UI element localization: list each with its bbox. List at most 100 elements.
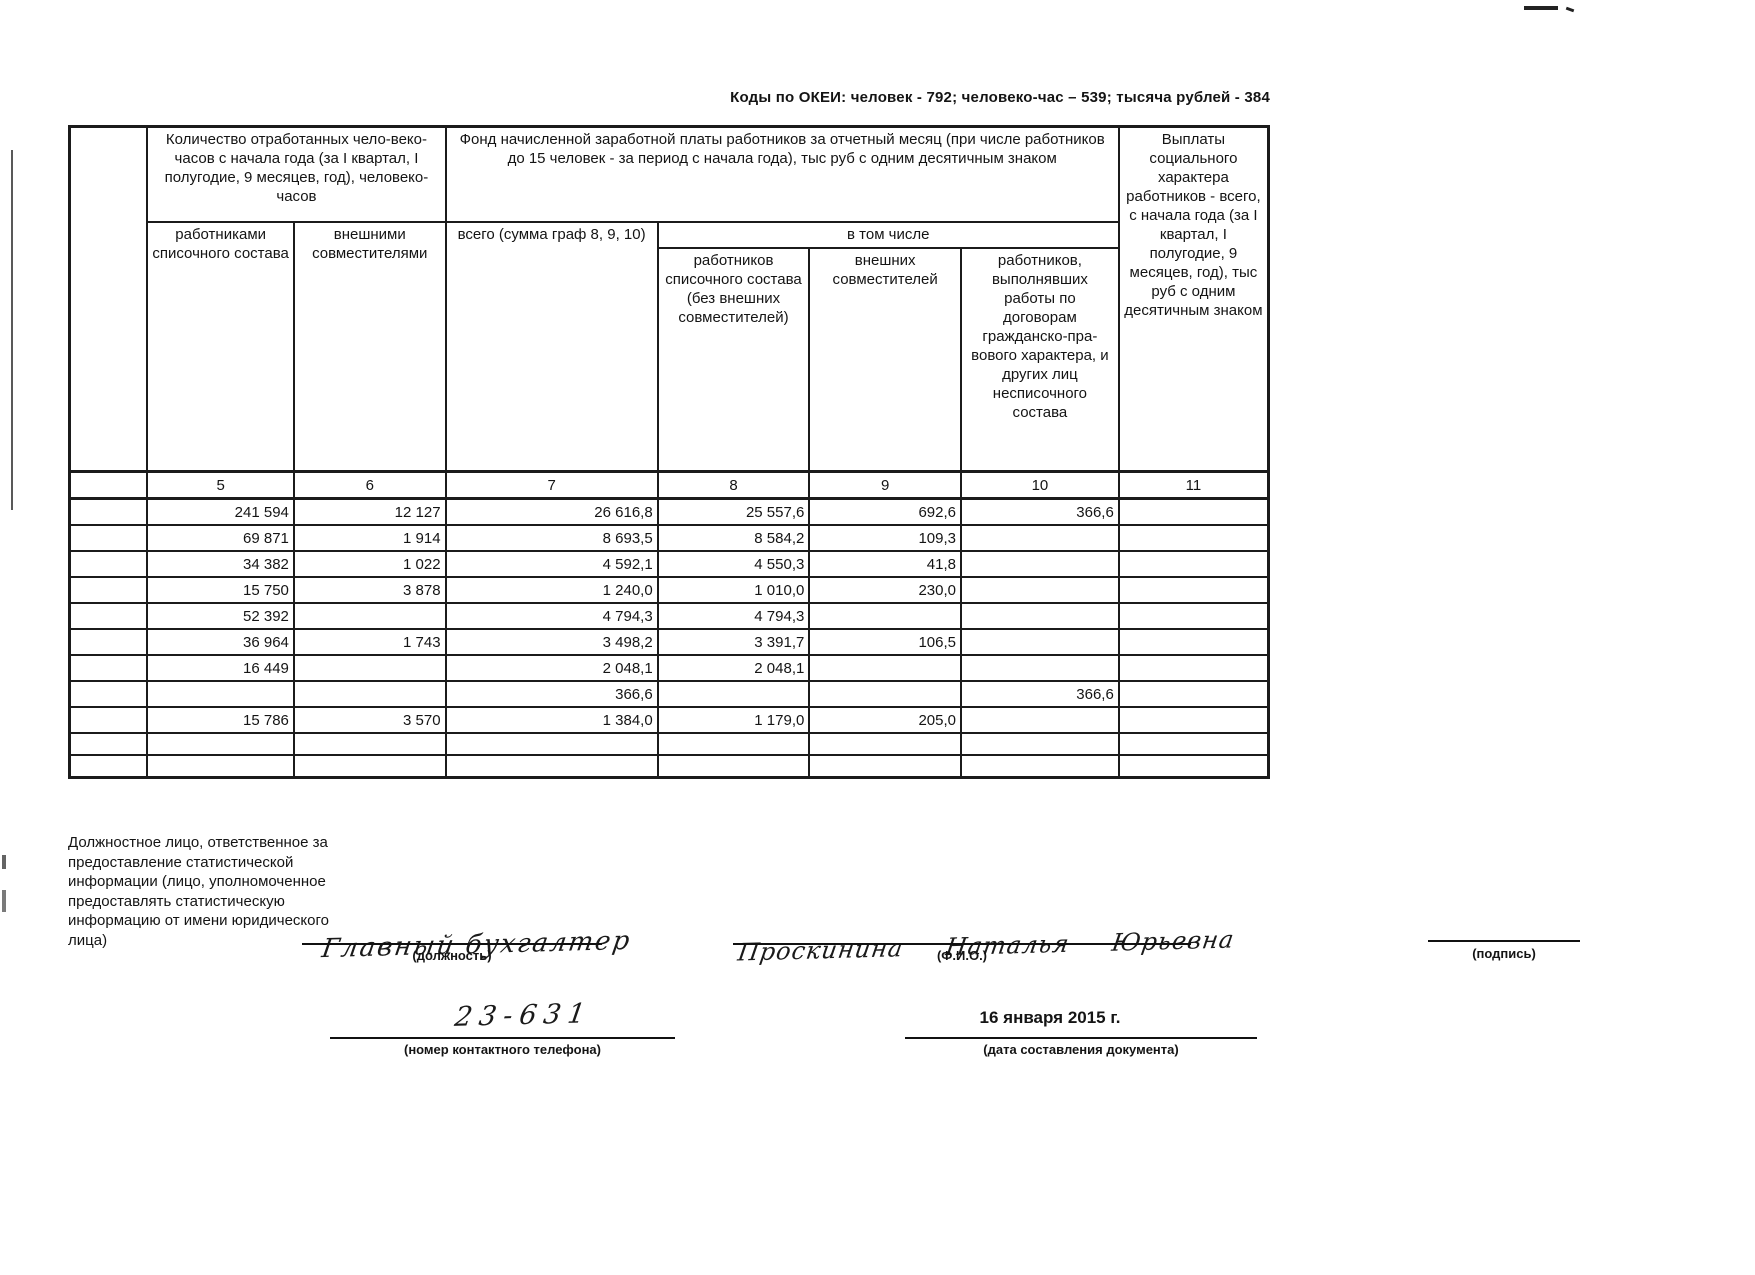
table-cell: 69 871 (146, 524, 295, 552)
table-cell (959, 550, 1120, 578)
header-row-1: Количество отработанных чело-веко-часов … (68, 125, 1270, 473)
table-cell (68, 602, 149, 630)
scan-artifact (2, 855, 6, 869)
fund-list-staff-header: работников списочного состава (без внешн… (656, 247, 811, 473)
table-cell (444, 754, 659, 779)
column-number-cell: 11 (1117, 470, 1270, 500)
fullname-signature-line[interactable] (733, 943, 1191, 945)
document-date-value: 16 января 2015 г. (979, 1008, 1121, 1027)
table-cell (808, 732, 962, 756)
table-cell (1117, 706, 1270, 734)
table-cell: 1 914 (292, 524, 447, 552)
wage-fund-header: Фонд начисленной заработной платы работн… (444, 125, 1120, 223)
table-row (68, 732, 1270, 756)
table-cell (959, 576, 1120, 604)
table-cell (68, 654, 149, 682)
table-cell: 1 179,0 (656, 706, 811, 734)
table-row: 16 449 2 048,1 2 048,1 (68, 654, 1270, 682)
table-cell (68, 680, 149, 708)
table-cell: 1 384,0 (444, 706, 659, 734)
table-cell (68, 706, 149, 734)
table-cell (1117, 497, 1270, 526)
table-row: 366,6 366,6 (68, 680, 1270, 708)
table-cell (444, 732, 659, 756)
table-cell (656, 732, 811, 756)
table-cell: 3 570 (292, 706, 447, 734)
table-row: 36 964 1 743 3 498,2 3 391,7 106,5 (68, 628, 1270, 656)
table-cell (959, 654, 1120, 682)
table-cell: 8 584,2 (656, 524, 811, 552)
scan-artifact (1565, 6, 1575, 13)
table-cell (292, 602, 447, 630)
table-cell: 366,6 (444, 680, 659, 708)
table-cell: 25 557,6 (656, 497, 811, 526)
phone-handwritten-value: 23-631 (452, 998, 595, 1033)
hours-list-staff-header: работниками списочного состава (146, 221, 295, 473)
table-cell (959, 706, 1120, 734)
table-cell: 4 592,1 (444, 550, 659, 578)
date-label: (дата составления документа) (983, 1042, 1179, 1057)
table-cell (68, 576, 149, 604)
phone-line[interactable] (330, 1037, 675, 1039)
table-cell: 15 750 (146, 576, 295, 604)
table-cell (68, 628, 149, 656)
table-cell (656, 680, 811, 708)
table-cell (146, 754, 295, 779)
column-number-cell: 10 (959, 470, 1120, 500)
signature-line[interactable] (1428, 940, 1580, 942)
table-cell (808, 654, 962, 682)
fund-contracts-header: работников, выполнявших работы по догово… (959, 247, 1120, 473)
table-cell (656, 754, 811, 779)
table-cell: 2 048,1 (444, 654, 659, 682)
table-cell: 12 127 (292, 497, 447, 526)
table-cell (146, 680, 295, 708)
table-row: 15 750 3 878 1 240,0 1 010,0 230,0 (68, 576, 1270, 604)
table-cell (68, 754, 149, 779)
fund-including-header: в том числе (656, 221, 1120, 249)
table-cell: 109,3 (808, 524, 962, 552)
scan-artifact (2, 890, 6, 912)
table-cell: 1 240,0 (444, 576, 659, 604)
table-cell (68, 524, 149, 552)
table-cell: 3 878 (292, 576, 447, 604)
position-label: (должность) (412, 948, 492, 963)
table-cell (959, 732, 1120, 756)
column-number-cell: 6 (292, 470, 447, 500)
table-cell: 366,6 (959, 680, 1120, 708)
table-cell (808, 680, 962, 708)
header-row-2: работниками списочного состава внешними … (70, 221, 1269, 473)
header-row-3: работников списочного состава (без внешн… (70, 247, 1269, 473)
table-cell (292, 680, 447, 708)
column-number-cell (68, 470, 149, 500)
table-cell: 2 048,1 (656, 654, 811, 682)
position-signature-line[interactable] (302, 943, 602, 945)
column-numbers-row: 5 6 7 8 9 10 11 (68, 470, 1270, 500)
table-row: 241 594 12 127 26 616,8 25 557,6 692,6 366,6 (68, 497, 1270, 526)
table-cell (1117, 602, 1270, 630)
social-payments-header: Выплаты социального характера работников… (1117, 125, 1270, 473)
table-row (68, 754, 1270, 779)
column-number-cell: 8 (656, 470, 811, 500)
table-cell (292, 754, 447, 779)
table-row: 69 871 1 914 8 693,5 8 584,2 109,3 (68, 524, 1270, 552)
table-cell: 1 743 (292, 628, 447, 656)
table-cell: 230,0 (808, 576, 962, 604)
table-cell: 692,6 (808, 497, 962, 526)
table-cell (292, 732, 447, 756)
table-cell (68, 550, 149, 578)
table-cell (1117, 732, 1270, 756)
table-cell: 36 964 (146, 628, 295, 656)
signature-label: (подпись) (1472, 946, 1536, 961)
table-cell: 8 693,5 (444, 524, 659, 552)
table-cell: 3 498,2 (444, 628, 659, 656)
fullname-label: (Ф.И.О.) (936, 948, 988, 963)
table-cell (959, 754, 1120, 779)
table-cell (1117, 628, 1270, 656)
table-row: 52 392 4 794,3 4 794,3 (68, 602, 1270, 630)
fund-external-header: внешних совместителей (808, 247, 962, 473)
table-cell (68, 732, 149, 756)
date-line[interactable] (905, 1037, 1257, 1039)
table-cell (292, 654, 447, 682)
official-responsibility-text: Должностное лицо, ответственное за предо… (68, 834, 329, 949)
table-cell: 4 550,3 (656, 550, 811, 578)
